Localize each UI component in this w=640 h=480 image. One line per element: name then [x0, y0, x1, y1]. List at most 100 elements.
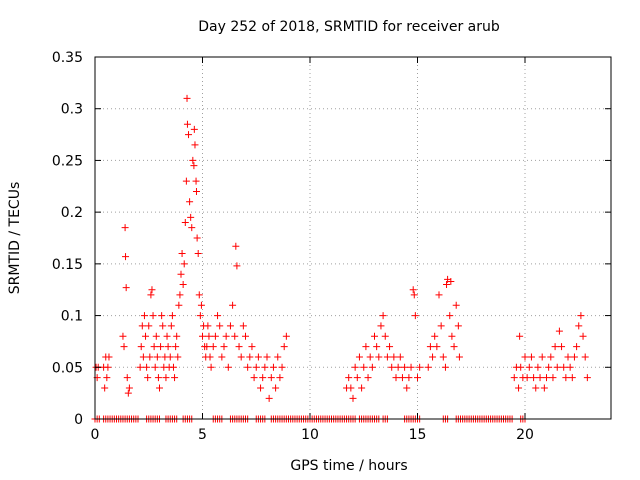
data-point [267, 374, 275, 382]
data-point [360, 363, 368, 371]
data-point [351, 363, 359, 371]
data-point [373, 343, 381, 351]
data-point [259, 374, 267, 382]
data-point [383, 353, 391, 361]
data-point [180, 260, 188, 268]
data-point [583, 374, 591, 382]
data-point [197, 301, 205, 309]
data-point [560, 363, 568, 371]
data-point [553, 363, 561, 371]
x-tick-label: 20 [516, 427, 534, 443]
data-point [214, 312, 222, 320]
data-point [178, 250, 186, 258]
data-point [216, 322, 224, 330]
data-point [167, 322, 175, 330]
data-point [392, 374, 400, 382]
y-tick-label: 0.05 [52, 360, 83, 376]
data-point [105, 353, 113, 361]
data-point [579, 332, 587, 340]
data-point [555, 327, 563, 335]
y-axis-label: SRMTID / TECUs [7, 182, 23, 295]
data-point [564, 353, 572, 361]
data-point [424, 363, 432, 371]
data-point [237, 353, 245, 361]
data-point [150, 343, 158, 351]
data-point [176, 291, 184, 299]
data-point [390, 353, 398, 361]
data-point [125, 384, 133, 392]
data-point [185, 131, 193, 139]
data-point [368, 363, 376, 371]
data-point [527, 353, 535, 361]
data-point [211, 332, 219, 340]
data-point [195, 291, 203, 299]
data-point [182, 177, 190, 185]
data-point [166, 353, 174, 361]
data-point [577, 312, 585, 320]
data-point [222, 332, 230, 340]
data-point [104, 363, 112, 371]
data-point [196, 312, 204, 320]
data-point [139, 353, 147, 361]
data-point [123, 374, 131, 382]
data-point [269, 363, 277, 371]
data-point [441, 363, 449, 371]
y-tick-label: 0.25 [52, 153, 83, 169]
data-point [439, 353, 447, 361]
data-point [142, 332, 150, 340]
data-point [545, 363, 553, 371]
data-point [558, 343, 566, 351]
data-point [379, 312, 387, 320]
data-point [525, 363, 533, 371]
data-point [162, 374, 170, 382]
data-point [103, 374, 111, 382]
data-point [163, 332, 171, 340]
data-point [206, 353, 214, 361]
data-point [137, 343, 145, 351]
data-point [235, 343, 243, 351]
data-point [164, 343, 172, 351]
data-point [355, 353, 363, 361]
data-point [394, 363, 402, 371]
data-point [254, 353, 262, 361]
data-point [179, 281, 187, 289]
chart-title: Day 252 of 2018, SRMTID for receiver aru… [198, 19, 500, 35]
data-point [454, 322, 462, 330]
data-point [386, 343, 394, 351]
data-point [426, 343, 434, 351]
data-point [183, 120, 191, 128]
data-point [145, 322, 153, 330]
data-point [371, 332, 378, 340]
data-point [183, 94, 191, 102]
data-point [124, 389, 132, 397]
data-point [177, 270, 185, 278]
data-point [452, 301, 460, 309]
data-point [523, 374, 531, 382]
data-point [375, 353, 383, 361]
data-point [414, 374, 421, 382]
data-point [175, 301, 183, 309]
data-point [362, 343, 370, 351]
data-point [174, 353, 182, 361]
x-tick-label: 15 [409, 427, 427, 443]
data-point [349, 394, 357, 402]
data-point [156, 384, 163, 392]
data-point [204, 322, 212, 330]
data-point [278, 363, 286, 371]
data-point [516, 332, 524, 340]
data-point [138, 322, 146, 330]
data-point [345, 374, 353, 382]
y-tick-label: 0.3 [61, 102, 83, 118]
data-point [244, 363, 252, 371]
data-point [364, 374, 372, 382]
data-point [377, 322, 385, 330]
data-point [121, 224, 129, 232]
data-point [446, 312, 454, 320]
data-point [190, 125, 198, 133]
data-point [169, 363, 177, 371]
data-point [186, 198, 194, 206]
data-point [144, 374, 152, 382]
data-point [226, 322, 234, 330]
data-point [429, 353, 437, 361]
